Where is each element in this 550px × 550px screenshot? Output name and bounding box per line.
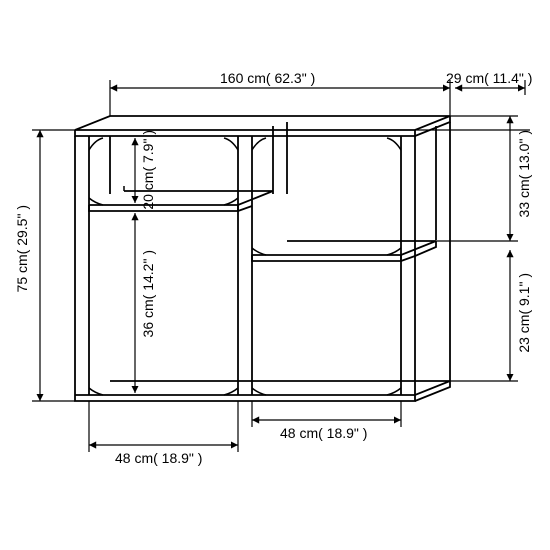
label-top-gap: 20 cm( 7.9" ) [140,130,156,210]
label-right-bottom: 23 cm( 9.1" ) [516,273,532,353]
label-bottom-right: 48 cm( 18.9" ) [280,425,367,441]
label-height: 75 cm( 29.5" ) [14,205,30,292]
label-right-top: 33 cm( 13.0" ) [516,130,532,217]
label-bottom-left: 48 cm( 18.9" ) [115,450,202,466]
label-mid-gap: 36 cm( 14.2" ) [140,250,156,337]
label-depth: 29 cm( 11.4" ) [446,70,532,86]
label-width: 160 cm( 62.3" ) [220,70,315,86]
diagram-container: 160 cm( 62.3" ) 29 cm( 11.4" ) 75 cm( 29… [0,0,550,550]
